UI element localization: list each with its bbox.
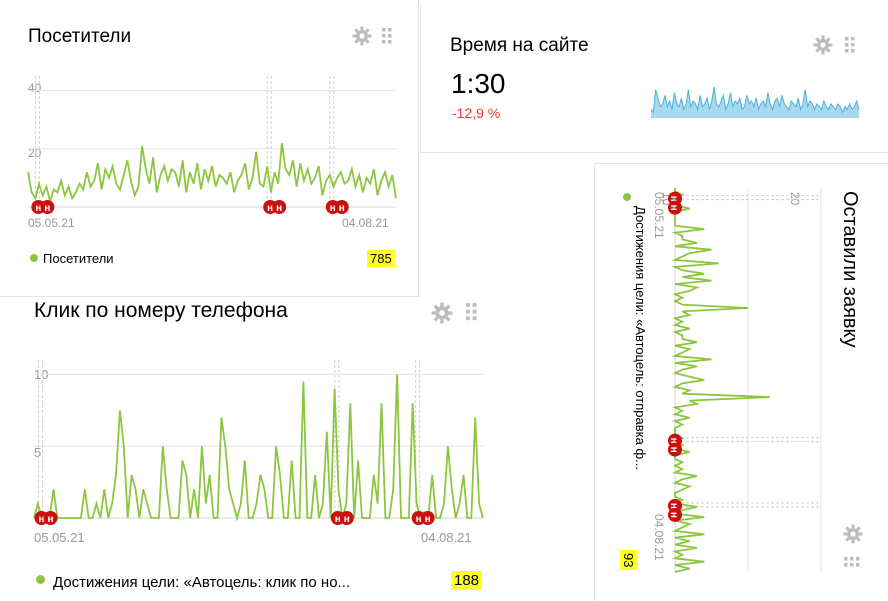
y-tick-label: 20: [28, 146, 42, 160]
widget-title: Время на сайте: [450, 35, 589, 56]
holiday-marker-label: н: [267, 203, 273, 214]
x-tick-label: 04.08.21: [652, 514, 666, 561]
gear-icon[interactable]: [813, 35, 833, 60]
holiday-marker-label: н: [344, 514, 350, 525]
time-sparkline: [650, 86, 860, 118]
legend-marker: [36, 575, 45, 584]
holiday-marker-label: н: [425, 514, 431, 525]
sparkline-line: [650, 86, 860, 114]
metric-delta: -12,9 %: [452, 105, 501, 121]
holiday-marker-label: н: [47, 514, 53, 525]
holiday-marker: [334, 200, 349, 214]
x-tick-label: 05.05.21: [28, 216, 75, 230]
holiday-marker: [43, 511, 58, 525]
holiday-marker-label: н: [35, 203, 41, 214]
holiday-marker-label: н: [668, 447, 679, 453]
total-value: 93: [620, 550, 637, 571]
holiday-marker-label: н: [335, 514, 341, 525]
holiday-marker-label: н: [330, 203, 336, 214]
x-tick-label: 04.08.21: [421, 530, 472, 545]
drag-handle-icon[interactable]: [844, 554, 862, 572]
gear-icon[interactable]: [843, 524, 863, 549]
holiday-marker-label: н: [44, 203, 50, 214]
holiday-marker-label: н: [668, 205, 679, 211]
series-line: [33, 374, 484, 522]
holiday-marker-label: н: [668, 503, 679, 509]
legend-label: Достижения цели: «Автоцель: отправка ф..…: [633, 206, 648, 470]
gear-icon[interactable]: [352, 26, 372, 51]
metric-value: 1:30: [451, 68, 506, 99]
holiday-marker: [420, 511, 435, 525]
y-tick-label: 40: [28, 81, 42, 95]
holiday-marker: [40, 200, 55, 214]
holiday-marker-label: н: [668, 438, 679, 444]
x-tick-label: 05.05.21: [34, 530, 85, 545]
holiday-marker: [668, 200, 682, 215]
x-tick-label: 05.05.21: [652, 192, 666, 239]
legend-marker: [623, 193, 631, 201]
widget-leads: Оставили заявку 10 20 05.05.21 04.08.21 …: [594, 163, 888, 601]
widget-title: Клик по номеру телефона: [34, 299, 288, 322]
series-line: [27, 142, 397, 205]
holiday-marker-label: н: [339, 203, 345, 214]
gear-icon[interactable]: [431, 302, 453, 329]
drag-handle-icon[interactable]: [845, 37, 855, 60]
holiday-marker-label: н: [38, 514, 44, 525]
legend-marker: [30, 254, 38, 262]
x-tick-label: 04.08.21: [342, 216, 389, 230]
holiday-marker: [339, 511, 354, 525]
widget-title: Оставили заявку: [839, 191, 861, 348]
holiday-marker-label: н: [668, 512, 679, 518]
y-tick-label: 5: [34, 445, 42, 460]
total-value: 188: [451, 571, 483, 590]
legend-label: Посетители: [43, 251, 114, 266]
series-line: [671, 188, 770, 573]
sparkline-area: [651, 86, 859, 118]
drag-handle-icon[interactable]: [466, 303, 477, 328]
holiday-marker: [668, 507, 682, 522]
widget-title: Посетители: [28, 26, 132, 47]
total-value: 785: [367, 250, 395, 267]
drag-handle-icon[interactable]: [382, 28, 392, 51]
holiday-marker-label: н: [668, 196, 679, 202]
holiday-marker: [272, 200, 287, 214]
holiday-marker: [668, 442, 682, 457]
holiday-marker-label: н: [276, 203, 282, 214]
holiday-marker-label: н: [416, 514, 422, 525]
legend-label: Достижения цели: «Автоцель: клик по но..…: [53, 574, 351, 591]
widget-time-on-site: Время на сайте 1:30 -12,9 %: [420, 4, 888, 153]
